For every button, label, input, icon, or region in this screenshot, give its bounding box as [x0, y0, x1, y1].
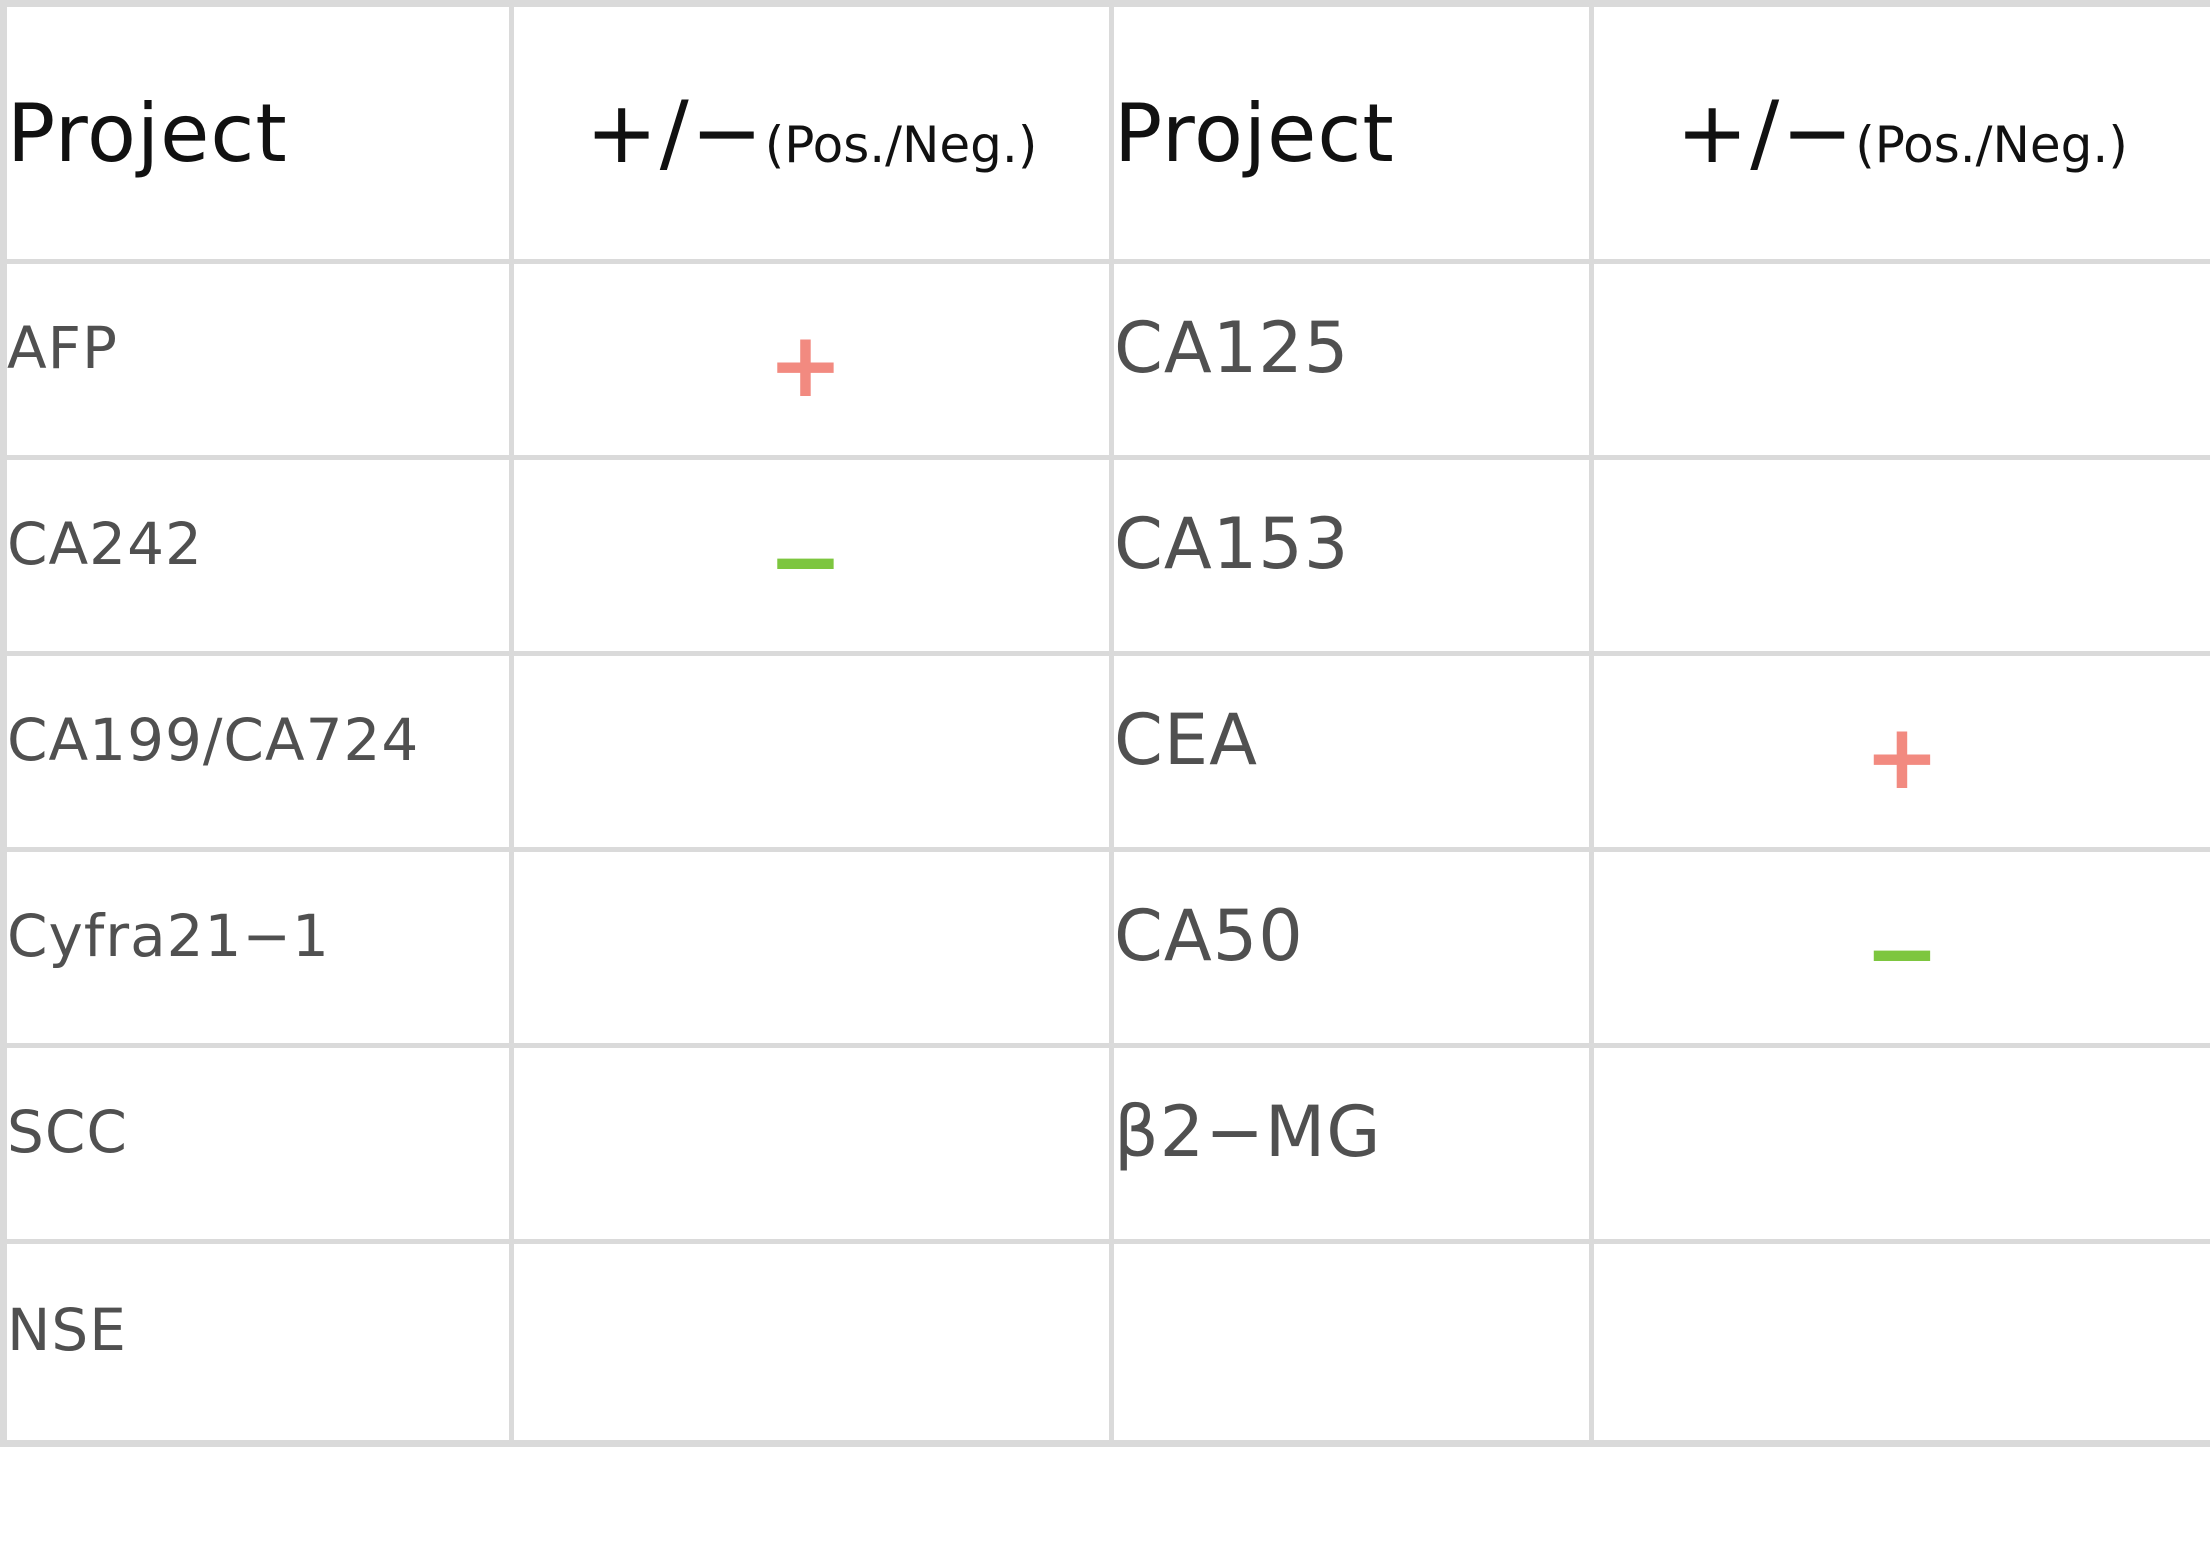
- result-header-right: +/−(Pos./Neg.): [1589, 1, 2210, 264]
- result-cell: [509, 651, 1114, 852]
- project-header-right: Project: [1109, 1, 1594, 264]
- negative-mark: −: [767, 508, 844, 614]
- marker-name: SCC: [7, 1097, 128, 1166]
- marker-name-cell: CEA: [1109, 651, 1594, 852]
- marker-name-cell: SCC: [1, 1043, 514, 1244]
- sign-label: +/−: [585, 83, 765, 183]
- table-row: Cyfra21−1 CA50 −: [1, 847, 2210, 1048]
- sign-label: +/−: [1676, 83, 1856, 183]
- marker-name: β2−MG: [1114, 1090, 1382, 1173]
- result-cell: [1589, 1239, 2210, 1446]
- table-row: CA199/CA724 CEA +: [1, 651, 2210, 852]
- result-cell: [1589, 1043, 2210, 1244]
- marker-name-cell: AFP: [1, 259, 514, 460]
- tumor-marker-table: Project +/−(Pos./Neg.) Project +/−(Pos./…: [0, 0, 2210, 1447]
- result-cell: [1589, 259, 2210, 460]
- result-cell: +: [509, 259, 1114, 460]
- marker-name: CA50: [1114, 894, 1304, 977]
- result-cell: [509, 1239, 1114, 1446]
- result-cell: +: [1589, 651, 2210, 852]
- result-header-left: +/−(Pos./Neg.): [509, 1, 1114, 264]
- positive-mark: +: [767, 312, 844, 418]
- marker-name: CA125: [1114, 306, 1350, 389]
- marker-name-cell: CA199/CA724: [1, 651, 514, 852]
- table-row: AFP + CA125: [1, 259, 2210, 460]
- marker-name: CA153: [1114, 502, 1350, 585]
- table-row: SCC β2−MG: [1, 1043, 2210, 1244]
- marker-name: AFP: [7, 313, 119, 382]
- result-cell: −: [1589, 847, 2210, 1048]
- result-cell: [1589, 455, 2210, 656]
- marker-name: CEA: [1114, 698, 1258, 781]
- project-header-left: Project: [1, 1, 514, 264]
- marker-name-cell: CA153: [1109, 455, 1594, 656]
- table-row: CA242 − CA153: [1, 455, 2210, 656]
- negative-mark: −: [1864, 900, 1940, 1006]
- header-row: Project +/−(Pos./Neg.) Project +/−(Pos./…: [1, 1, 2210, 264]
- marker-name-cell: Cyfra21−1: [1, 847, 514, 1048]
- marker-name: Cyfra21−1: [7, 901, 330, 970]
- marker-name-cell: CA50: [1109, 847, 1594, 1048]
- result-cell: [509, 847, 1114, 1048]
- table-row: NSE: [1, 1239, 2210, 1446]
- positive-mark: +: [1864, 704, 1940, 810]
- marker-name: NSE: [7, 1296, 127, 1364]
- marker-name-cell: [1109, 1239, 1594, 1446]
- marker-name-cell: NSE: [1, 1239, 514, 1446]
- result-cell: [509, 1043, 1114, 1244]
- marker-name-cell: CA242: [1, 455, 514, 656]
- sign-sub-label: (Pos./Neg.): [1855, 116, 2128, 174]
- marker-name: CA199/CA724: [7, 705, 420, 774]
- sign-sub-label: (Pos./Neg.): [764, 116, 1038, 174]
- result-cell: −: [509, 455, 1114, 656]
- marker-name-cell: CA125: [1109, 259, 1594, 460]
- marker-name: CA242: [7, 509, 203, 578]
- marker-name-cell: β2−MG: [1109, 1043, 1594, 1244]
